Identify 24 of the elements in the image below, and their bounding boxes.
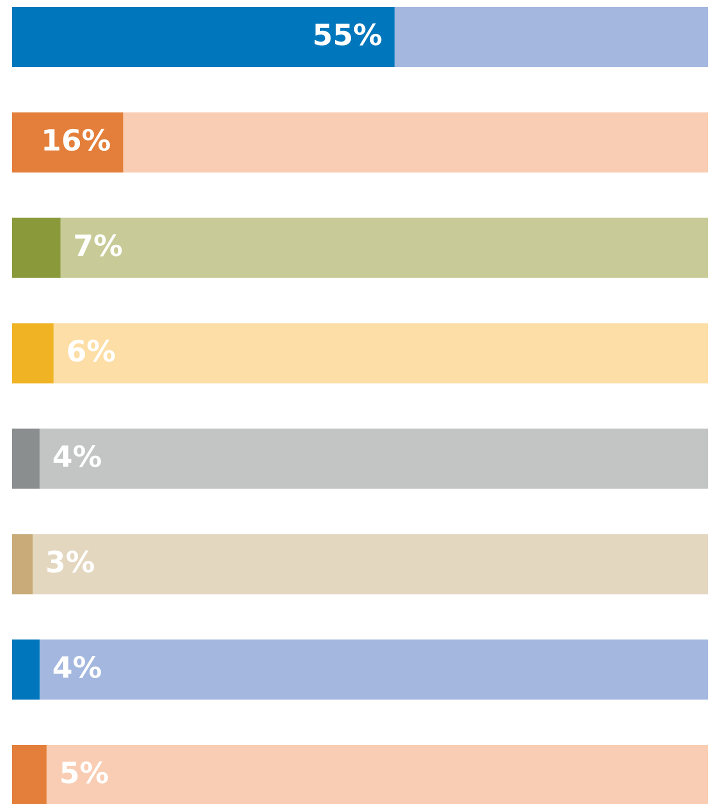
bar bbox=[54, 323, 708, 384]
bar bbox=[12, 640, 40, 700]
bar bbox=[46, 744, 708, 804]
bar bbox=[12, 6, 395, 68]
data-label: 4% bbox=[54, 656, 101, 678]
bar bbox=[60, 218, 708, 278]
data-label: 7% bbox=[75, 234, 122, 256]
bar bbox=[32, 534, 708, 594]
data-label: 6% bbox=[68, 340, 115, 362]
bar bbox=[12, 534, 33, 594]
bar bbox=[40, 640, 708, 700]
bar bbox=[12, 218, 61, 278]
bar bbox=[123, 112, 708, 172]
data-label: 4% bbox=[54, 445, 101, 468]
bar bbox=[40, 428, 708, 489]
bar bbox=[394, 6, 708, 68]
bar bbox=[12, 323, 54, 384]
data-label: 3% bbox=[47, 550, 94, 573]
bar bbox=[12, 744, 47, 804]
bar bbox=[12, 112, 124, 172]
bar bbox=[12, 428, 40, 489]
data-label: 16% bbox=[44, 128, 110, 151]
data-label: 5% bbox=[62, 761, 108, 784]
data-label: 55% bbox=[314, 23, 382, 46]
